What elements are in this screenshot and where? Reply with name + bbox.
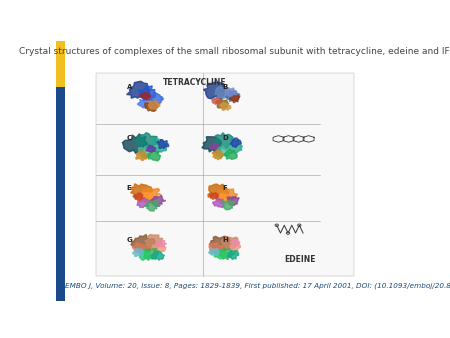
Bar [56,88,65,301]
Polygon shape [212,198,225,208]
Polygon shape [215,193,230,204]
Polygon shape [137,198,149,208]
Polygon shape [131,235,157,252]
Text: Crystal structures of complexes of the small ribosomal subunit with tetracycline: Crystal structures of complexes of the s… [19,47,450,56]
Text: A: A [127,84,132,90]
Polygon shape [225,91,240,102]
Polygon shape [144,101,158,111]
Polygon shape [149,94,164,103]
Polygon shape [224,149,237,159]
Polygon shape [157,140,169,149]
Polygon shape [229,243,241,252]
Text: EDEINE: EDEINE [284,255,316,264]
Bar [56,41,65,88]
Text: G: G [127,237,133,243]
Polygon shape [210,193,219,199]
Polygon shape [227,196,239,206]
Polygon shape [135,132,159,150]
Polygon shape [133,193,143,200]
Text: EMBO J, Volume: 20, Issue: 8, Pages: 1829-1839, First published: 17 April 2001, : EMBO J, Volume: 20, Issue: 8, Pages: 182… [65,282,450,289]
Polygon shape [149,195,166,206]
Polygon shape [132,242,148,254]
Polygon shape [214,133,234,149]
Polygon shape [146,150,161,161]
Polygon shape [230,138,241,147]
Polygon shape [214,146,230,158]
Polygon shape [146,145,156,152]
Text: H: H [222,237,228,243]
Polygon shape [138,85,156,101]
Polygon shape [142,188,161,201]
Polygon shape [144,200,161,211]
Polygon shape [140,92,151,100]
Polygon shape [221,237,239,249]
Polygon shape [225,88,237,96]
Text: C: C [127,135,132,141]
Bar [96,73,355,276]
Polygon shape [218,189,238,201]
Polygon shape [225,139,243,153]
Polygon shape [218,248,235,260]
Polygon shape [122,134,148,153]
Polygon shape [209,243,224,255]
Polygon shape [216,99,229,109]
Text: TETRACYCLINE: TETRACYCLINE [162,78,226,87]
Polygon shape [230,240,240,247]
Polygon shape [156,240,166,247]
Polygon shape [214,250,228,259]
Polygon shape [144,235,162,250]
Polygon shape [136,151,148,160]
Polygon shape [153,243,166,252]
Polygon shape [208,184,230,200]
Polygon shape [132,248,144,256]
Polygon shape [151,251,164,260]
Polygon shape [220,103,231,110]
Polygon shape [139,192,155,203]
Polygon shape [202,137,221,152]
Polygon shape [215,87,232,99]
Polygon shape [148,100,160,109]
Polygon shape [209,248,220,256]
Text: F: F [222,186,227,191]
Polygon shape [130,184,153,201]
Polygon shape [138,100,150,108]
Polygon shape [126,81,151,99]
Text: E: E [127,186,131,191]
Polygon shape [139,147,153,158]
Polygon shape [203,82,225,99]
Polygon shape [212,98,221,104]
Polygon shape [139,250,153,260]
Polygon shape [227,250,239,259]
Polygon shape [222,201,234,210]
Text: B: B [222,84,227,90]
Polygon shape [142,249,159,259]
Polygon shape [210,143,219,150]
Polygon shape [212,151,224,160]
Polygon shape [209,236,231,252]
Text: D: D [222,135,228,141]
Polygon shape [230,95,239,103]
Polygon shape [150,138,166,153]
